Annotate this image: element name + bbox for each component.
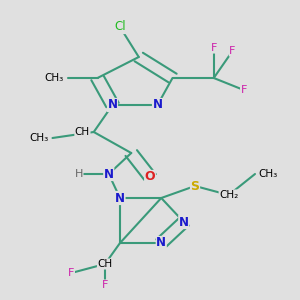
Text: F: F — [241, 85, 247, 95]
Text: CH₂: CH₂ — [219, 190, 239, 200]
Text: N: N — [104, 167, 114, 181]
Text: N: N — [115, 191, 125, 205]
Text: Cl: Cl — [114, 20, 126, 34]
Text: CH: CH — [98, 259, 112, 269]
Text: N: N — [107, 98, 118, 112]
Text: S: S — [190, 179, 200, 193]
Text: N: N — [152, 98, 163, 112]
Text: O: O — [145, 170, 155, 184]
Text: F: F — [229, 46, 236, 56]
Text: CH₃: CH₃ — [44, 73, 64, 83]
Text: H: H — [75, 169, 83, 179]
Text: F: F — [211, 43, 217, 53]
Text: CH₃: CH₃ — [29, 133, 49, 143]
Text: F: F — [68, 268, 74, 278]
Text: CH: CH — [75, 127, 90, 137]
Text: F: F — [102, 280, 108, 290]
Text: N: N — [179, 215, 189, 229]
Text: CH₃: CH₃ — [259, 169, 278, 179]
Text: N: N — [156, 236, 166, 250]
